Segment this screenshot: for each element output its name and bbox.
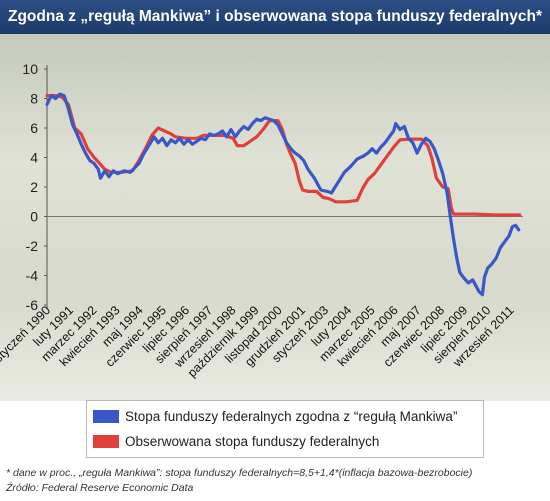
y-tick-label: -6 (26, 297, 39, 313)
y-tick-label: -2 (26, 238, 39, 254)
legend-label-observed: Obserwowana stopa funduszy federalnych (125, 433, 380, 449)
legend-item-mankiw: Stopa funduszy federalnych zgodna z “reg… (93, 407, 457, 425)
chart-title: Zgodna z „regułą Mankiwa” i obserwowana … (8, 8, 542, 25)
y-tick-label: 6 (30, 120, 38, 136)
series-line-mankiw (45, 92, 521, 297)
legend-item-observed: Obserwowana stopa funduszy federalnych (93, 432, 379, 450)
chart-axes: 10 8 6 4 2 0 -2 -4 -6 (22, 61, 523, 313)
chart-background (0, 34, 550, 401)
y-tick-label: 10 (22, 61, 38, 77)
y-tick-label: 8 (30, 91, 38, 107)
legend-swatch-observed (93, 434, 119, 448)
y-tick-label: 4 (30, 150, 38, 166)
y-tick-label: 0 (30, 209, 38, 225)
chart-title-bar: Zgodna z „regułą Mankiwa” i obserwowana … (0, 0, 550, 34)
y-tick-label: 2 (30, 179, 38, 195)
legend-label-mankiw: Stopa funduszy federalnych zgodna z “reg… (125, 408, 458, 424)
chart-series (45, 92, 522, 297)
legend: Stopa funduszy federalnych zgodna z “reg… (86, 400, 484, 458)
legend-swatch-mankiw (93, 409, 119, 423)
y-tick-label: -4 (26, 268, 39, 284)
footnote-definition: * dane w proc., „reguła Mankiwa”: stopa … (6, 467, 473, 479)
footnote-source: Źródło: Federal Reserve Economic Data (6, 482, 194, 494)
